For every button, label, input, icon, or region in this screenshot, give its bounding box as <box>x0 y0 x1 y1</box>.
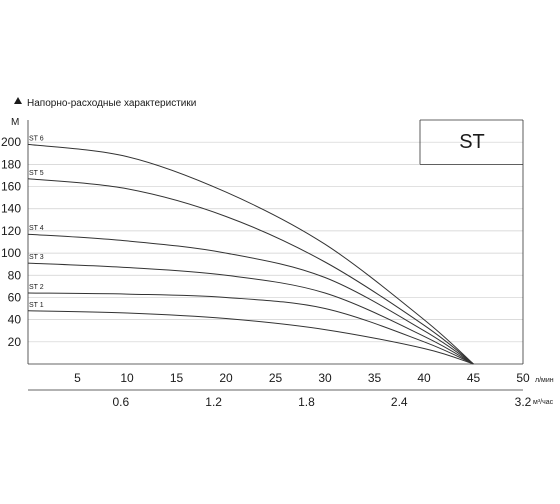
grid-lines <box>28 141 523 343</box>
series-label: ST 4 <box>29 225 44 232</box>
series-label: ST 6 <box>29 135 44 142</box>
series-label: ST 2 <box>29 284 44 291</box>
plot-frame <box>27 119 524 391</box>
x-tick-label: 50 <box>516 371 530 385</box>
x2-tick-label: 1.8 <box>298 395 315 409</box>
y-axis-unit: М <box>11 117 19 128</box>
y-tick-label: 160 <box>1 180 21 194</box>
series-labels: ST 6 ST 5 ST 4 ST 3 ST 2 ST 1 <box>29 135 44 308</box>
y-tick-label: 180 <box>1 157 21 171</box>
x2-tick-label: 3.2 <box>515 395 532 409</box>
y-tick-label: 60 <box>8 290 22 304</box>
x-tick-label: 5 <box>74 371 81 385</box>
y-tick-label: 120 <box>1 224 21 238</box>
series-curve <box>27 262 474 365</box>
y-axis-ticks: 20 40 60 80 100 120 140 160 180 200 <box>1 135 21 349</box>
series-curve <box>27 143 474 365</box>
x2-axis-unit: м³/час <box>533 399 554 406</box>
x-tick-label: 15 <box>170 371 184 385</box>
x-tick-label: 10 <box>120 371 134 385</box>
y-tick-label: 80 <box>8 268 22 282</box>
series-curve <box>27 233 474 365</box>
series-label: ST 5 <box>29 170 44 177</box>
x-axis-ticks: 5 10 15 20 25 30 35 40 45 50 <box>74 371 530 385</box>
series-curve <box>27 292 474 365</box>
x-tick-label: 35 <box>368 371 382 385</box>
x-axis-unit: л/мин <box>535 377 554 384</box>
y-tick-label: 140 <box>1 202 21 216</box>
series-label: ST 3 <box>29 254 44 261</box>
model-label: ST <box>459 131 485 153</box>
x-tick-label: 25 <box>269 371 283 385</box>
x2-tick-label: 2.4 <box>391 395 408 409</box>
y-tick-label: 200 <box>1 135 21 149</box>
x-tick-label: 45 <box>467 371 481 385</box>
series-curve <box>27 310 474 365</box>
series-label: ST 1 <box>29 302 44 309</box>
x-tick-label: 40 <box>417 371 431 385</box>
x2-tick-label: 1.2 <box>205 395 222 409</box>
x-tick-label: 20 <box>219 371 233 385</box>
y-tick-label: 40 <box>8 313 22 327</box>
chart-title: Напорно-расходные характеристики <box>27 98 196 109</box>
x-tick-label: 30 <box>318 371 332 385</box>
x2-tick-label: 0.6 <box>112 395 129 409</box>
y-tick-label: 20 <box>8 335 22 349</box>
x2-axis-ticks: 0.6 1.2 1.8 2.4 3.2 <box>112 395 531 409</box>
series-curves <box>27 143 474 365</box>
y-tick-label: 100 <box>1 246 21 260</box>
series-curve <box>27 178 474 365</box>
y-axis-arrow-icon <box>14 97 22 104</box>
